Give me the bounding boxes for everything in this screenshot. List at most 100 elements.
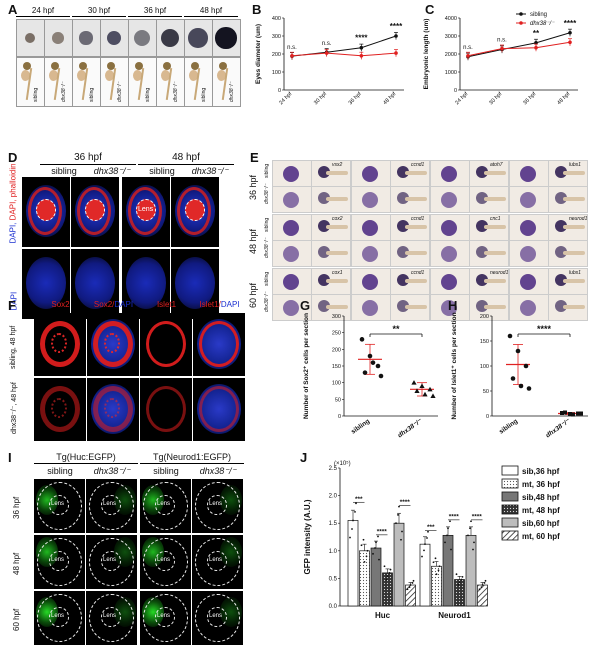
e-insitu-image: [430, 240, 470, 267]
e-insitu-image: neurod1: [469, 268, 509, 295]
f-image: [140, 313, 192, 376]
d-retina-image: [71, 249, 119, 319]
data-point: [377, 535, 379, 538]
data-point: [421, 555, 423, 558]
a-genotype-label: sibling: [33, 87, 39, 102]
significance-label: ****: [472, 513, 483, 520]
data-point: [352, 519, 354, 522]
a-embryo-head: [107, 62, 115, 70]
e-embryo-body: [405, 305, 427, 309]
data-point: [367, 353, 373, 359]
data-point: [324, 51, 329, 55]
bar: [454, 579, 465, 607]
data-point: [365, 555, 368, 558]
panel-label-a: A: [8, 2, 18, 17]
panel-i-gfp-images: 36 hpf Lens Lens Lens Lens 48 hpf Lens Lens Lens…: [12, 479, 246, 647]
i-eye-outline: [143, 538, 188, 586]
d-col-48hpf: 48 hpf: [172, 152, 200, 163]
a-genotype-label: dhx38⁻/⁻: [117, 81, 123, 102]
e-insitu-image: [390, 240, 430, 267]
f-row-label: sibling, 48 hpf: [10, 325, 17, 369]
d-phalloidin-ring: [177, 187, 211, 235]
e-insitu-image: [509, 294, 549, 321]
a-eye-image: [100, 19, 129, 57]
y-tick-label: 2000: [445, 52, 457, 58]
e-stain: [318, 220, 330, 232]
i-eye-outline: [143, 482, 188, 530]
f-image: [140, 378, 192, 441]
series-line: [291, 52, 397, 57]
a-eye-shape: [106, 30, 122, 46]
bar: [359, 550, 370, 607]
data-point: [427, 530, 429, 533]
legend-label: mt, 36 hpf: [522, 480, 560, 489]
panel-label-i: I: [8, 450, 12, 465]
data-point: [397, 514, 399, 516]
e-embryo-body: [326, 305, 348, 309]
e-row-label: 48 hpf: [248, 228, 258, 254]
e-stain: [476, 192, 488, 204]
data-point: [394, 34, 398, 38]
e-insitu-image: [469, 294, 509, 321]
y-tick-label: 150: [480, 339, 489, 345]
x-tick-label: dhx38⁻/⁻: [397, 417, 425, 439]
a-embryo-image: dhx38⁻/⁻: [212, 57, 241, 107]
data-point: [427, 386, 433, 392]
i-row-label: 60 hpf: [12, 608, 21, 631]
y-tick-label: 250: [332, 331, 341, 337]
bar: [405, 584, 416, 607]
data-point: [526, 386, 532, 391]
i-lens-outline: [207, 495, 227, 515]
y-tick-label: 4000: [445, 16, 457, 22]
i-lens-outline: [49, 607, 69, 627]
a-embryo-yolk: [217, 70, 226, 81]
e-stain: [362, 220, 378, 236]
a-embryo-yolk: [161, 70, 170, 81]
a-embryo-yolk: [49, 70, 58, 81]
f-red-signal: [146, 321, 186, 367]
a-embryo-head: [23, 62, 31, 70]
i-lens-label: Lens: [51, 501, 65, 507]
f-red-inner: [104, 398, 120, 418]
i-gfp-image: Lens: [140, 535, 191, 589]
bar: [419, 543, 431, 607]
d-sub-sibling-2: sibling: [149, 166, 175, 176]
data-point: [359, 54, 364, 58]
e-insitu-image: [311, 186, 351, 213]
y-tick-label: 1000: [445, 70, 457, 76]
i-gfp-image: Lens: [86, 535, 137, 589]
f-image: [34, 378, 86, 441]
e-embryo-body: [405, 171, 427, 175]
y-tick-label: 50: [483, 389, 489, 395]
y-tick-label: 0: [338, 414, 341, 420]
data-point: [467, 534, 469, 537]
data-point: [414, 388, 420, 393]
e-embryo-body: [405, 251, 427, 255]
e-stain: [318, 300, 330, 312]
data-point: [478, 588, 481, 591]
i-lens-label: Lens: [157, 613, 171, 619]
data-point: [362, 538, 365, 541]
e-stain: [283, 220, 299, 236]
i-lens-label: Lens: [103, 557, 117, 563]
i-eye-outline: [195, 538, 240, 586]
data-point: [372, 552, 374, 555]
data-point: [401, 530, 403, 533]
significance-label: ***: [427, 524, 435, 531]
bar: [382, 572, 393, 607]
i-gfp-image: Lens: [192, 535, 243, 589]
data-point: [560, 411, 564, 415]
data-point: [435, 573, 438, 576]
a-embryo-head: [51, 62, 59, 70]
y-tick-label: 100: [480, 364, 489, 370]
e-stain: [476, 166, 488, 178]
legend-swatch: [501, 478, 519, 489]
e-embryo-body: [484, 225, 506, 229]
a-embryo-image: sibling: [128, 57, 157, 107]
data-point: [378, 558, 380, 561]
e-insitu-image: [351, 240, 391, 267]
significance-label: ****: [449, 513, 460, 520]
e-insitu-image: [272, 186, 312, 213]
e-stain: [476, 246, 488, 258]
